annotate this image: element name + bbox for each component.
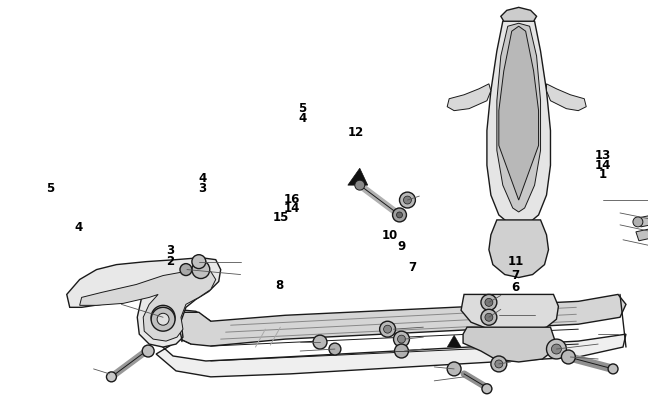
Circle shape <box>329 343 341 355</box>
Circle shape <box>192 255 206 269</box>
Circle shape <box>447 362 461 376</box>
Circle shape <box>395 344 408 358</box>
Text: 6: 6 <box>512 281 519 294</box>
Text: 4: 4 <box>298 112 307 125</box>
Circle shape <box>495 360 503 368</box>
Polygon shape <box>80 270 216 341</box>
Text: 12: 12 <box>348 126 364 139</box>
Circle shape <box>482 384 492 394</box>
Polygon shape <box>547 84 586 111</box>
Circle shape <box>156 310 170 324</box>
Circle shape <box>547 339 566 359</box>
Circle shape <box>404 196 411 204</box>
Polygon shape <box>489 220 549 278</box>
Circle shape <box>313 335 327 349</box>
Circle shape <box>384 325 391 333</box>
Polygon shape <box>497 23 541 212</box>
Circle shape <box>551 344 562 354</box>
Polygon shape <box>150 309 626 377</box>
Polygon shape <box>499 26 539 200</box>
Circle shape <box>562 350 575 364</box>
Circle shape <box>481 294 497 310</box>
Text: 7: 7 <box>408 261 416 274</box>
Polygon shape <box>447 335 461 347</box>
Text: 7: 7 <box>512 269 519 282</box>
Text: 16: 16 <box>283 193 300 206</box>
Polygon shape <box>500 7 536 21</box>
Polygon shape <box>67 258 221 347</box>
Text: 14: 14 <box>283 202 300 215</box>
Circle shape <box>633 217 643 227</box>
Circle shape <box>355 180 365 190</box>
Circle shape <box>608 364 618 374</box>
Circle shape <box>151 305 175 329</box>
Circle shape <box>481 309 497 325</box>
Text: 5: 5 <box>46 183 55 195</box>
Text: 14: 14 <box>595 159 611 172</box>
Text: 8: 8 <box>276 279 284 292</box>
Circle shape <box>142 345 154 357</box>
Text: 10: 10 <box>382 229 398 242</box>
Circle shape <box>180 264 192 276</box>
Text: 3: 3 <box>198 182 207 195</box>
Polygon shape <box>636 229 650 241</box>
Circle shape <box>485 298 493 306</box>
Text: 1: 1 <box>599 168 606 181</box>
Circle shape <box>157 313 169 325</box>
Circle shape <box>400 192 415 208</box>
Circle shape <box>192 261 210 278</box>
Circle shape <box>485 313 493 321</box>
Text: 4: 4 <box>198 172 207 185</box>
Polygon shape <box>461 294 558 331</box>
Circle shape <box>398 335 406 343</box>
Circle shape <box>393 331 410 347</box>
Text: 3: 3 <box>166 244 174 257</box>
Polygon shape <box>447 84 491 111</box>
Polygon shape <box>348 168 368 185</box>
Text: 13: 13 <box>595 149 611 162</box>
Circle shape <box>151 308 175 331</box>
Text: 5: 5 <box>298 102 307 115</box>
Text: 2: 2 <box>166 254 174 268</box>
Text: 9: 9 <box>397 240 406 253</box>
Text: 11: 11 <box>508 255 524 269</box>
Circle shape <box>396 212 402 218</box>
Circle shape <box>107 372 116 382</box>
Polygon shape <box>169 294 626 346</box>
Text: 4: 4 <box>74 221 83 234</box>
Circle shape <box>491 356 507 372</box>
Polygon shape <box>463 327 554 362</box>
Text: 15: 15 <box>273 211 289 224</box>
Circle shape <box>393 208 406 222</box>
Polygon shape <box>638 215 650 227</box>
Polygon shape <box>487 14 551 228</box>
Circle shape <box>380 321 395 337</box>
